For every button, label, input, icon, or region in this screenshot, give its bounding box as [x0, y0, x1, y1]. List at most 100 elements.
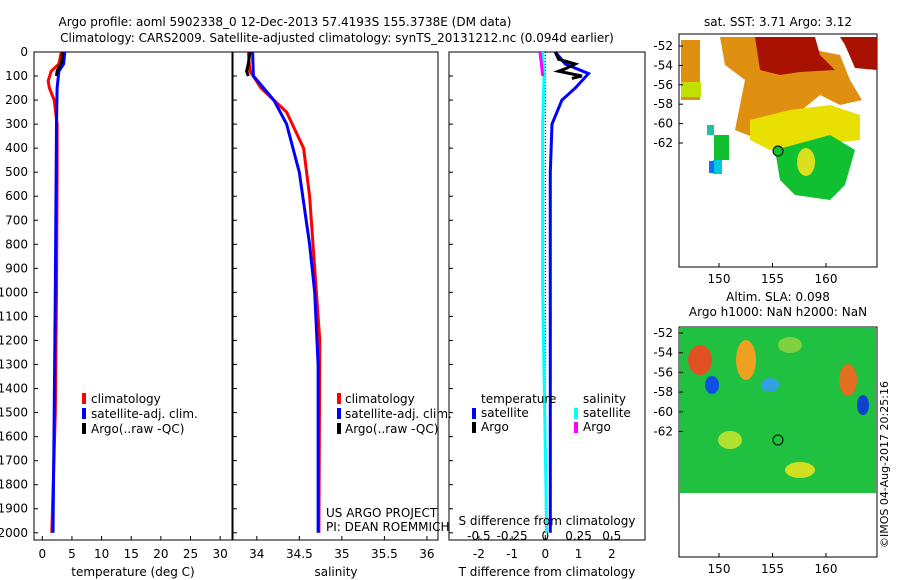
x-tick-label: 35.5	[371, 547, 398, 561]
map-lon-label: 150	[708, 562, 731, 576]
legend-label: Argo	[583, 420, 611, 434]
map-lat-label: -52	[653, 326, 673, 340]
map-lat-label: -54	[653, 346, 673, 360]
project-label: US ARGO PROJECT	[326, 506, 438, 520]
map-lon-label: 155	[761, 562, 784, 576]
legend-swatch-climatology	[82, 393, 86, 404]
x-tick-label: 0	[542, 547, 550, 561]
x2-tick-label: -0.5	[467, 529, 490, 543]
legend-label: satellite-adj. clim.	[345, 407, 452, 421]
y-tick-label: 100	[5, 69, 28, 83]
y-tick-label: 600	[5, 189, 28, 203]
y-tick-label: 400	[5, 141, 28, 155]
x-tick-label: 34	[249, 547, 264, 561]
x2-tick-label: 0.5	[602, 529, 621, 543]
y-tick-label: 200	[5, 93, 28, 107]
map-lat-label: -62	[653, 425, 673, 439]
y-tick-label: 1600	[0, 430, 28, 444]
temperature-legend: climatology satellite-adj. clim. Argo(..…	[82, 392, 198, 436]
map-lat-label: -56	[653, 78, 673, 92]
map-lat-label: -62	[653, 136, 673, 150]
legend-swatch-argo	[337, 423, 341, 434]
legend-swatch-climatology	[337, 393, 341, 404]
y-tick-label: 1900	[0, 502, 28, 516]
legend-label: satellite	[481, 406, 529, 420]
x-tick-label: 2	[608, 547, 616, 561]
y-tick-label: 300	[5, 117, 28, 131]
map-lat-label: -60	[653, 117, 673, 131]
legend-label: Argo(..raw -QC)	[345, 422, 438, 436]
series-s-argo	[538, 51, 545, 77]
x-tick-label: 30	[213, 547, 228, 561]
y-tick-label: 1300	[0, 358, 28, 372]
series-satellite-adj-clim-	[51, 51, 67, 533]
legend-label: Argo(..raw -QC)	[91, 422, 184, 436]
series-argo-raw-qc-	[245, 51, 252, 77]
y-tick-label: 500	[5, 165, 28, 179]
argo-location-marker	[772, 434, 784, 446]
sla-map-title: Altim. SLA: 0.098	[726, 290, 830, 304]
y-tick-label: 700	[5, 213, 28, 227]
x-tick-label: 35	[334, 547, 349, 561]
legend-swatch-t-argo	[472, 422, 476, 433]
y-tick-label: 800	[5, 237, 28, 251]
y-tick-label: 1400	[0, 382, 28, 396]
salinity-legend: climatology satellite-adj. clim. Argo(..…	[337, 392, 452, 436]
y-tick-label: 0	[20, 45, 28, 59]
sdiff-xlabel: S difference from climatology	[459, 514, 636, 528]
legend-swatch-s-argo	[574, 422, 578, 433]
series-satellite-adj-clim-	[251, 51, 320, 533]
series-argo-raw-qc-	[55, 51, 64, 77]
x-tick-label: 34.5	[286, 547, 313, 561]
series-s-satellite	[541, 51, 549, 533]
y-tick-label: 1500	[0, 406, 28, 420]
sst-map-title: sat. SST: 3.71 Argo: 3.12	[704, 15, 852, 29]
legend-label: climatology	[345, 392, 415, 406]
x-tick-label: 5	[68, 547, 76, 561]
y-tick-label: 2000	[0, 526, 28, 540]
sla-map	[678, 326, 878, 558]
x-tick-label: 0	[38, 547, 46, 561]
imos-credit: ©IMOS 04-Aug-2017 20:25:16	[878, 381, 891, 548]
legend-label: satellite-adj. clim.	[91, 407, 198, 421]
salinity-axes	[232, 51, 439, 541]
y-tick-label: 1700	[0, 454, 28, 468]
legend-label: Argo	[481, 420, 509, 434]
temperature-axes	[33, 51, 233, 541]
title-line2: Climatology: CARS2009. Satellite-adjuste…	[60, 31, 614, 45]
map-lat-label: -56	[653, 365, 673, 379]
y-tick-label: 900	[5, 261, 28, 275]
y-tick-label: 1100	[0, 309, 28, 323]
x-tick-label: 25	[183, 547, 198, 561]
y-tick-label: 1000	[0, 285, 28, 299]
x-tick-label: 10	[94, 547, 109, 561]
x-tick-label: 15	[124, 547, 139, 561]
sla-map-subtitle: Argo h1000: NaN h2000: NaN	[689, 305, 867, 319]
y-tick-label: 1800	[0, 478, 28, 492]
difference-axes	[448, 51, 646, 541]
legend-swatch-satellite	[82, 408, 86, 419]
temperature-xlabel: temperature (deg C)	[71, 565, 194, 579]
x-tick-label: 20	[153, 547, 168, 561]
pi-label: PI: DEAN ROEMMICH	[326, 520, 449, 534]
salinity-xlabel: salinity	[314, 565, 357, 579]
map-lon-label: 155	[761, 272, 784, 286]
x-tick-label: -2	[473, 547, 485, 561]
map-lon-label: 150	[708, 272, 731, 286]
map-lat-label: -54	[653, 58, 673, 72]
legend-swatch-t-satellite	[472, 408, 476, 419]
difference-legend: temperature satellite Argo salinity sate…	[472, 392, 631, 434]
legend-label: climatology	[91, 392, 161, 406]
map-lon-label: 160	[815, 562, 838, 576]
x-tick-label: 36	[419, 547, 434, 561]
legend-swatch-argo	[82, 423, 86, 434]
title-line1: Argo profile: aoml 5902338_0 12-Dec-2013…	[59, 15, 512, 29]
map-lat-label: -58	[653, 385, 673, 399]
x-tick-label: -1	[506, 547, 518, 561]
map-lon-label: 160	[815, 272, 838, 286]
legend-swatch-s-satellite	[574, 408, 578, 419]
sst-map	[678, 33, 878, 268]
legend-label: satellite	[583, 406, 631, 420]
